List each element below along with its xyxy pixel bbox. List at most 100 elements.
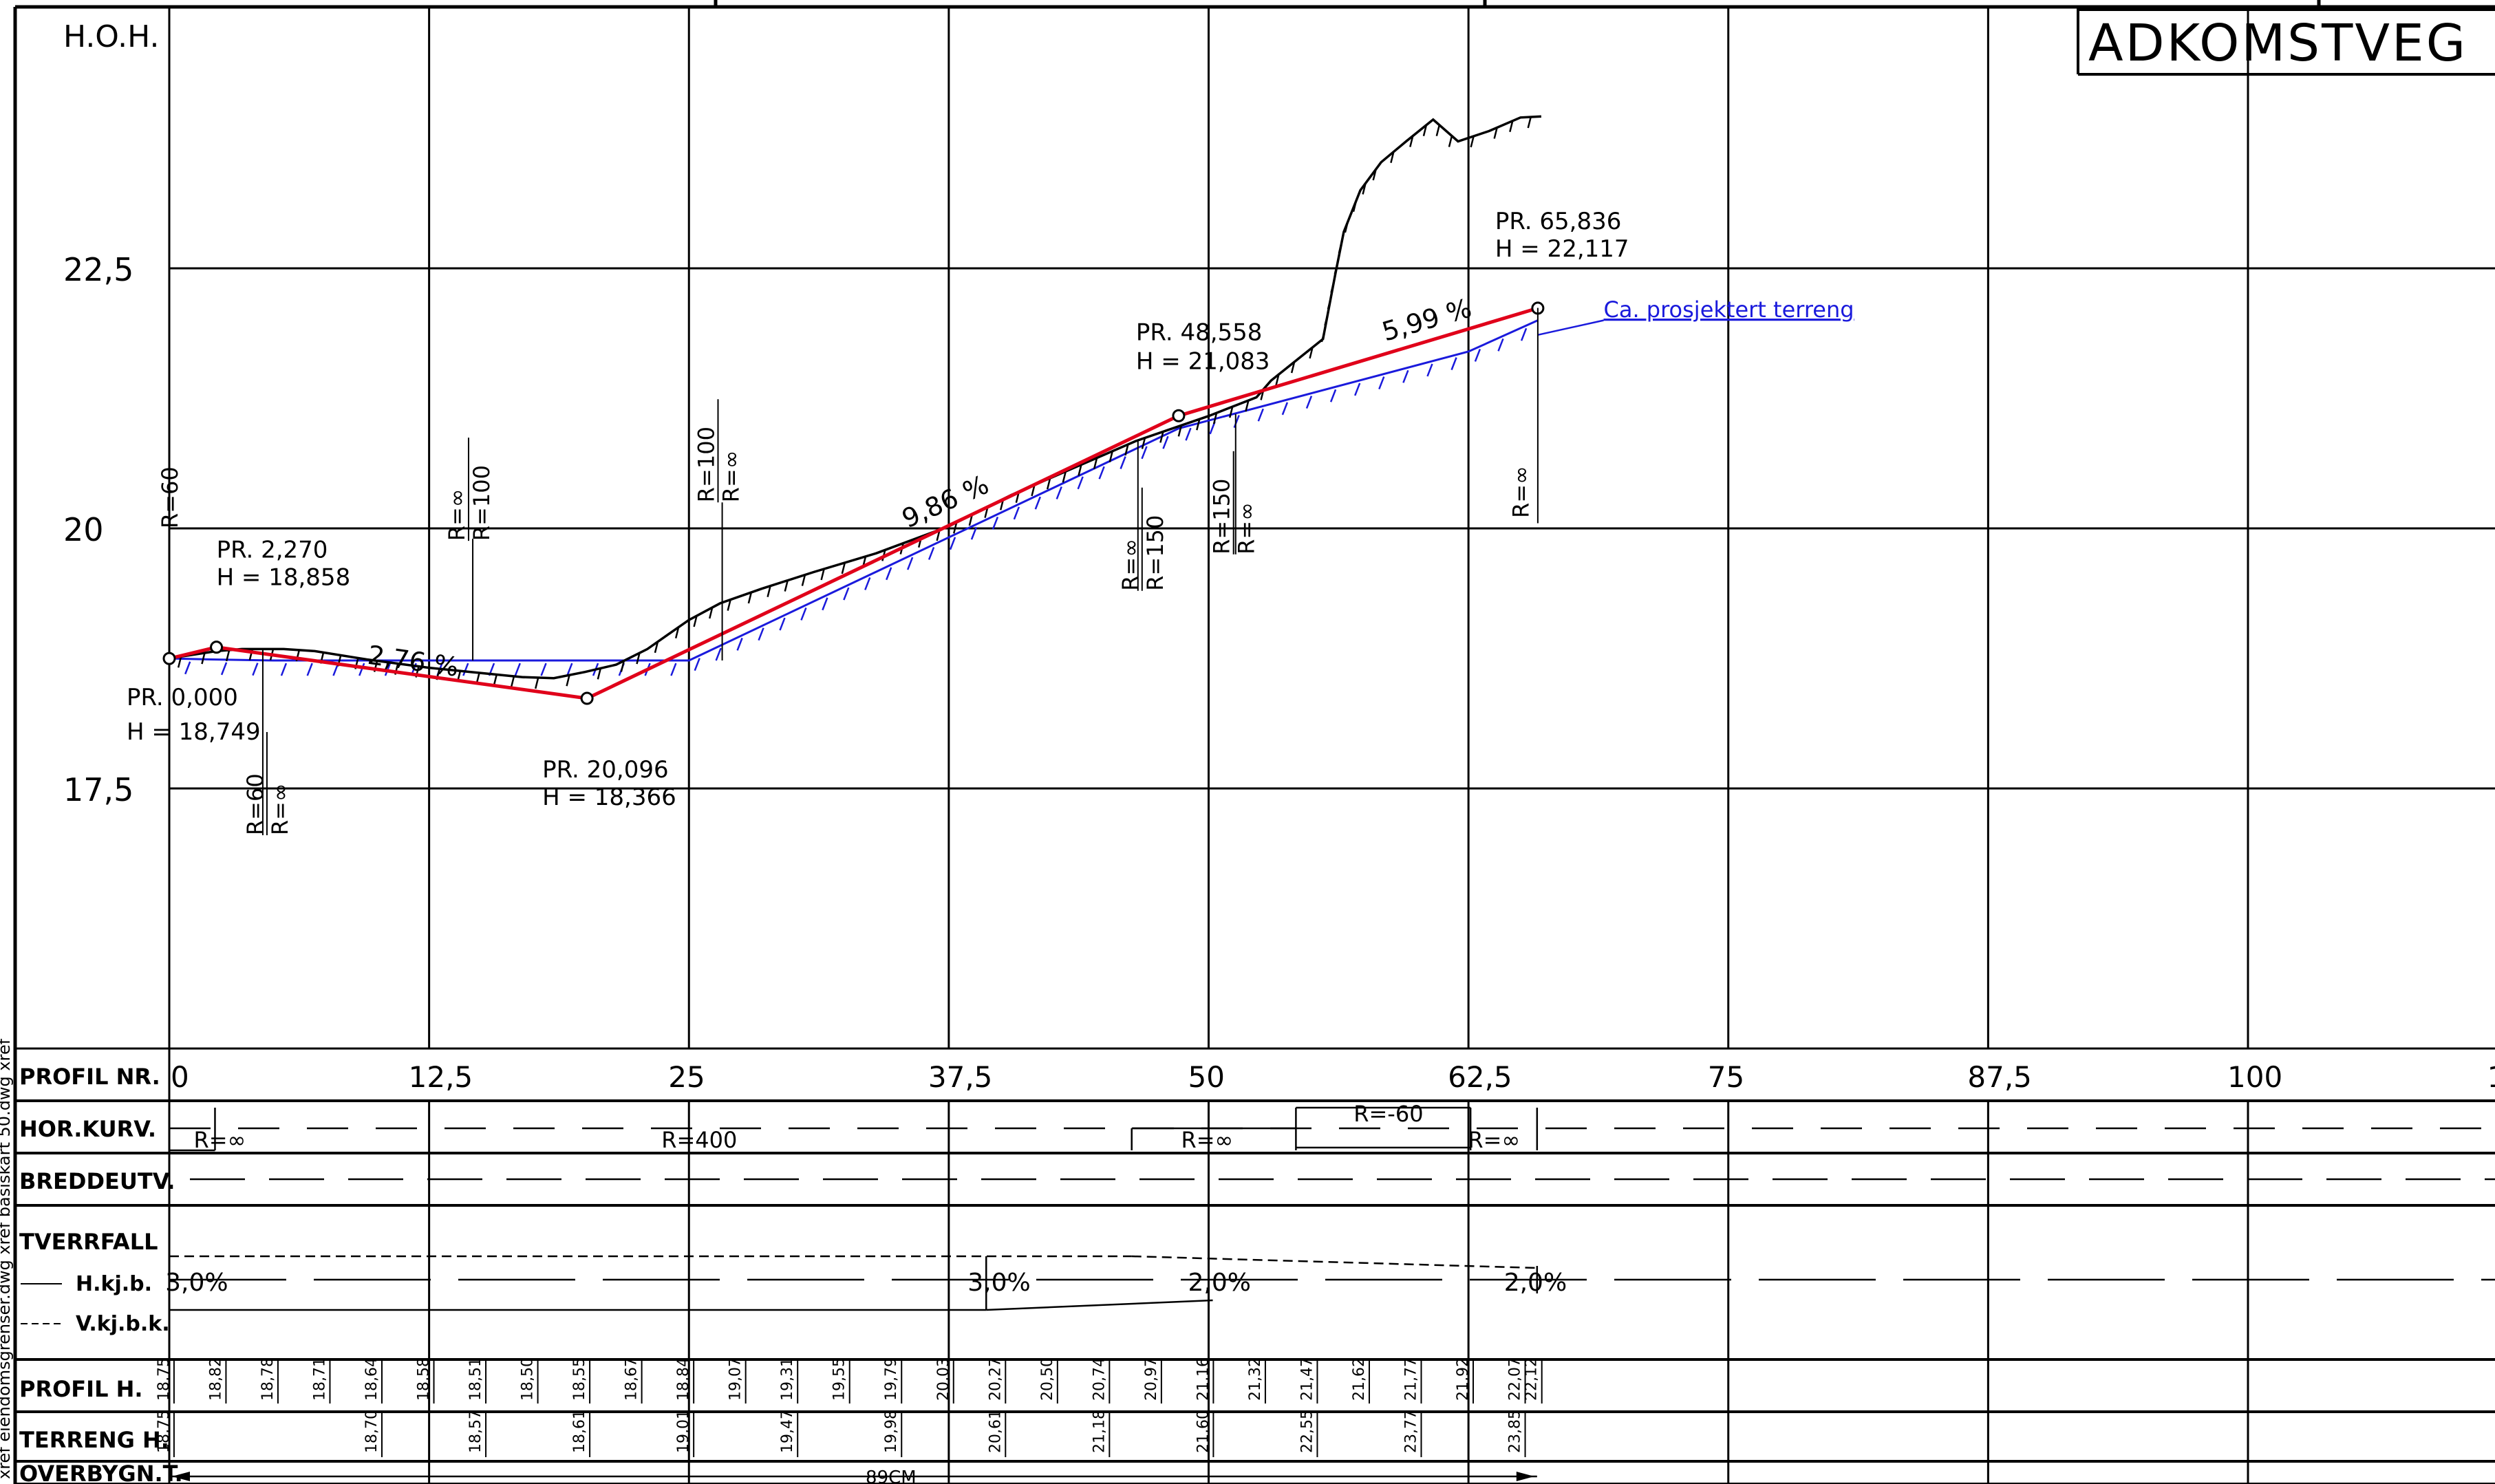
xref-side-text: xref eiendomsgrenser.dwg xref basiskart … [0, 1038, 14, 1479]
terreng-h-value-2: 18,57 [467, 1410, 484, 1453]
terrain-hatch [715, 647, 722, 661]
terrain-tick [1141, 438, 1146, 449]
terrain-tick [620, 660, 625, 672]
radius-label-group-4: R=∞R=150 [1117, 487, 1168, 591]
profil-h-value-12: 19,31 [779, 1357, 796, 1401]
tverrfall-label-3: 2,0% [1504, 1269, 1567, 1297]
profil-h-value-9: 18,67 [623, 1357, 641, 1401]
terrain-hatch [864, 577, 871, 590]
profil-h-value-27: 22,12 [1523, 1357, 1541, 1401]
terrain-tick [841, 562, 846, 574]
hor-kurv-label-0: R=∞ [194, 1127, 246, 1153]
terrain-tick [1352, 200, 1358, 213]
profil-nr-2: 25 [668, 1060, 705, 1094]
terrain-tick [636, 652, 641, 665]
terrain-tick [1229, 406, 1234, 418]
drawing-title: ADKOMSTVEG [2088, 14, 2467, 73]
radius-label-0-0: R=60 [157, 466, 183, 528]
terrain-tick [535, 677, 539, 689]
terrain-hatch [1013, 506, 1020, 520]
profil-nr-0: 0 [171, 1060, 189, 1094]
profil-nr-5: 62,5 [1448, 1060, 1512, 1094]
profil-h-value-26: 22,07 [1507, 1357, 1524, 1401]
terrain-tick [1212, 412, 1218, 424]
terrain-tick [1435, 125, 1441, 137]
profil-h-value-13: 19,55 [831, 1357, 848, 1401]
terrain-hatch [280, 663, 288, 676]
terrain-hatch [1305, 396, 1313, 409]
terreng-h-value-4: 19,01 [675, 1410, 692, 1453]
y-axis-label: H.O.H. [63, 19, 159, 54]
profil-h-value-14: 19,79 [883, 1357, 900, 1401]
terrain-hatch [540, 663, 547, 676]
terrain-tick [1124, 444, 1129, 456]
profil-h-value-15: 20,03 [935, 1357, 952, 1401]
terrain-hatch [970, 526, 978, 540]
profil-h-value-10: 18,84 [675, 1357, 692, 1401]
profil-h-value-21: 21,32 [1247, 1357, 1264, 1401]
terreng-h-value-5: 19,47 [779, 1410, 796, 1453]
hor-kurv-label-3: R=-60 [1353, 1101, 1423, 1127]
terrain-hatch [252, 663, 259, 676]
terrain-tick [510, 676, 515, 688]
radius-label-3-1: R=∞ [718, 450, 745, 502]
profil-h-value-19: 20,97 [1143, 1357, 1160, 1401]
profil-nr-9: 1 [2487, 1060, 2495, 1094]
terrain-tick [709, 607, 714, 619]
terrain-tick [693, 615, 698, 627]
table-row-label-5: TERRENG H. [19, 1427, 169, 1453]
tverrfall-label-0: 3,0% [165, 1269, 228, 1297]
terrain-tick [1046, 477, 1051, 490]
drawing-frame [13, 0, 2495, 1484]
profil-h-value-20: 21,16 [1195, 1357, 1212, 1401]
profil-h-value-24: 21,77 [1402, 1357, 1420, 1401]
terreng-h-value-12: 23,85 [1507, 1410, 1524, 1453]
table-row-label-6: OVERBYGN.T. [19, 1461, 183, 1484]
terrain-hatch [1426, 363, 1433, 377]
terrain-tick [1177, 425, 1183, 437]
table-row-label-2: BREDDEUTV. [19, 1168, 175, 1194]
radius-label-3-0: R=100 [694, 427, 720, 502]
profil-h-value-25: 21,92 [1455, 1357, 1472, 1401]
point-label-h-4: H = 22,117 [1495, 235, 1629, 263]
terrain-tick [1372, 169, 1377, 181]
terrain-hatch [514, 663, 521, 676]
profile-grid [168, 8, 2495, 1050]
projected-terrain-line [169, 319, 1539, 662]
terrain-hatch [1354, 383, 1361, 396]
terrain-hatch [1077, 476, 1084, 490]
terrain-tick [801, 574, 806, 586]
profil-h-value-5: 18,58 [416, 1357, 433, 1401]
terrain-hatch [1257, 408, 1264, 422]
point-label-pr-3: PR. 48,558 [1136, 319, 1263, 346]
terreng-h-value-7: 20,61 [987, 1410, 1004, 1453]
point-label-pr-4: PR. 65,836 [1495, 208, 1622, 235]
projected-terrain-note: Ca. prosjektert terreng [1603, 297, 1854, 323]
profile-plot [169, 115, 1604, 700]
radius-label-1-0: R=60 [242, 773, 268, 835]
hor-kurv-label-1: R=400 [661, 1127, 737, 1153]
profil-nr-8: 100 [2227, 1060, 2282, 1094]
terrain-tick [674, 627, 680, 638]
profil-h-value-1: 18,82 [207, 1357, 224, 1401]
terrain-tick [1344, 221, 1349, 233]
terrain-tick [1245, 400, 1250, 412]
terrain-hatch [694, 658, 700, 671]
existing-terrain-ticks [177, 116, 1532, 689]
profil-nr-6: 75 [1708, 1060, 1744, 1094]
table-row-label-4: PROFIL H. [19, 1376, 143, 1402]
terrain-tick [820, 568, 825, 581]
terrain-tick [1309, 347, 1314, 359]
terrain-tick [1422, 125, 1428, 137]
terrain-tick [1448, 136, 1453, 147]
title-block: ADKOMSTVEG [2077, 8, 2495, 76]
profil-h-value-6: 18,51 [467, 1357, 484, 1401]
radius-label-5-0: R=150 [1209, 479, 1235, 555]
terrain-tick [597, 668, 602, 680]
profil-h-value-3: 18,71 [311, 1357, 328, 1401]
terrain-tick [767, 585, 771, 597]
radius-label-group-6: R=∞ [1508, 466, 1534, 518]
